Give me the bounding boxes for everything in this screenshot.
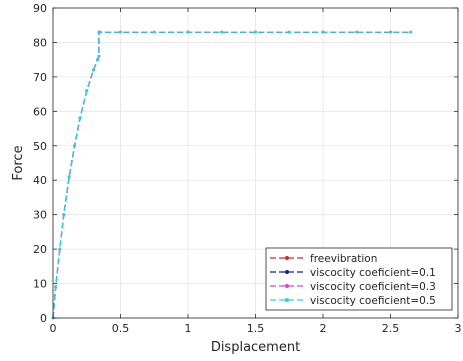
series-point <box>152 30 156 34</box>
y-tick-label: 20 <box>33 243 47 256</box>
legend-label: viscocity coeficient=0.1 <box>310 267 436 279</box>
x-tick-label: 0 <box>50 322 57 335</box>
series-point <box>92 68 95 72</box>
series-point <box>58 247 62 251</box>
series-4 <box>51 30 413 320</box>
legend-swatch-marker <box>285 284 289 288</box>
y-tick-label: 80 <box>33 36 47 49</box>
series-point <box>355 30 359 34</box>
y-tick-label: 60 <box>33 105 47 118</box>
x-tick-label: 2 <box>320 322 327 335</box>
legend-label: viscocity coeficient=0.3 <box>310 281 436 293</box>
y-tick-label: 90 <box>33 2 47 15</box>
y-axis-label: Force <box>11 145 26 180</box>
series-point <box>220 30 224 34</box>
series-point <box>287 30 291 34</box>
y-tick-label: 10 <box>33 278 47 291</box>
series-point <box>389 30 392 34</box>
x-tick-label: 1.5 <box>247 322 265 335</box>
series-point <box>321 30 325 34</box>
legend-swatch-marker <box>285 256 289 260</box>
series-point <box>119 30 122 34</box>
legend-swatch-marker <box>285 270 289 274</box>
series-point <box>97 54 101 58</box>
x-tick-label: 1 <box>185 322 192 335</box>
series-point <box>67 175 71 179</box>
y-tick-label: 30 <box>33 209 47 222</box>
series-point <box>409 30 413 34</box>
y-tick-label: 50 <box>33 140 47 153</box>
series-point <box>96 58 99 62</box>
legend-swatch-marker <box>285 298 289 302</box>
legend-label: viscocity coeficient=0.5 <box>310 295 436 307</box>
series-point <box>62 213 66 217</box>
x-tick-label: 2.5 <box>382 322 400 335</box>
series-point <box>73 144 76 148</box>
y-tick-label: 0 <box>40 312 47 325</box>
series-point <box>98 30 102 34</box>
x-tick-label: 3 <box>455 322 462 335</box>
legend-label: freevibration <box>310 253 377 265</box>
series-point <box>254 30 257 34</box>
series-point <box>186 30 190 34</box>
legend: freevibration viscocity coeficient=0.1 vis… <box>265 247 453 311</box>
series-point <box>78 116 82 120</box>
x-tick-label: 0.5 <box>112 322 130 335</box>
series-point <box>54 285 58 289</box>
y-tick-label: 70 <box>33 71 47 84</box>
series-point <box>85 89 89 93</box>
series-layer <box>51 30 413 320</box>
x-axis-label: Displacement <box>211 340 300 355</box>
y-tick-label: 40 <box>33 174 47 187</box>
